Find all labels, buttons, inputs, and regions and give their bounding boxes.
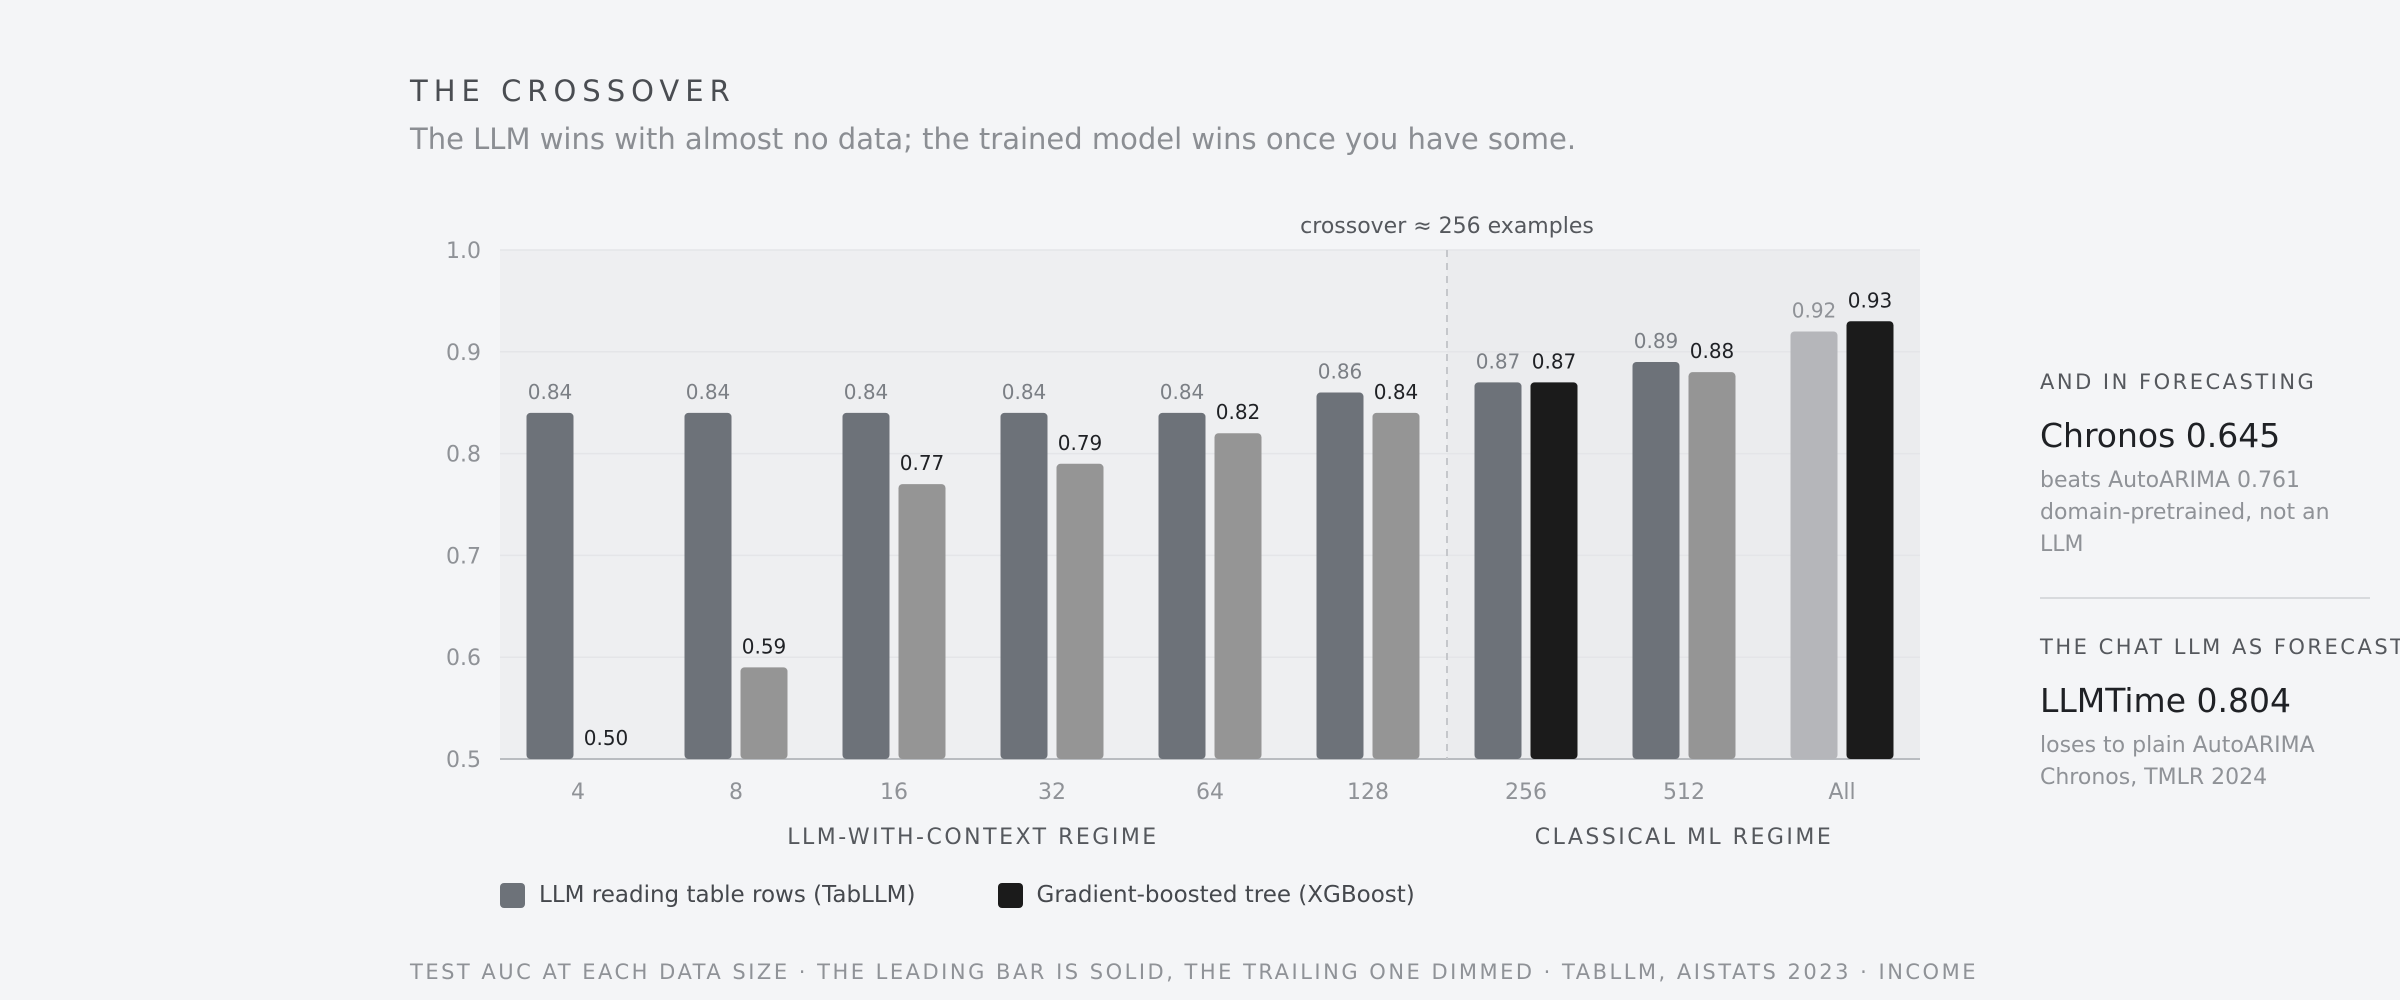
data-label-xgb: 0.87 [1532,349,1577,373]
bar-llm [1474,382,1522,759]
x-tick-label: 128 [1347,780,1389,805]
chat-llm-note-2: Chronos, TMLR 2024 [2040,765,2268,790]
y-tick-label: 0.6 [446,646,481,671]
x-tick-label: 512 [1663,780,1705,805]
region-llm-background [500,250,1447,759]
bar-xgb [898,484,946,759]
data-label-llm: 0.89 [1634,329,1679,353]
y-tick-label: 1.0 [446,239,481,264]
bar-xgb [1846,321,1894,759]
data-label-xgb: 0.79 [1058,431,1103,455]
chart-subtitle: The LLM wins with almost no data; the tr… [410,122,1577,156]
x-tick-label: 8 [729,780,743,805]
x-tick-label: 16 [880,780,908,805]
chat-llm-value: LLMTime 0.804 [2040,681,2291,720]
legend-label-xgb: Gradient-boosted tree (XGBoost) [1036,882,1415,908]
bar-llm [526,412,574,759]
data-label-llm: 0.86 [1318,360,1363,384]
y-tick-label: 0.5 [446,748,481,773]
bar-llm [684,412,732,759]
x-tick-label: 256 [1505,780,1547,805]
chat-llm-note-1: loses to plain AutoARIMA [2040,733,2315,758]
y-tick-label: 0.9 [446,341,481,366]
legend-label-llm: LLM reading table rows (TabLLM) [539,882,916,908]
chart-footer: TEST AUC AT EACH DATA SIZE · THE LEADING… [410,960,1978,984]
bar-llm [842,412,890,759]
data-label-llm: 0.84 [686,380,731,404]
data-label-llm: 0.84 [1160,380,1205,404]
data-label-xgb: 0.84 [1374,380,1419,404]
chart-header: THE CROSSOVER The LLM wins with almost n… [410,74,1576,156]
crossover-annotation: crossover ≈ 256 examples [1300,214,1594,239]
data-label-llm: 0.84 [528,380,573,404]
x-tick-label: All [1828,780,1855,805]
data-label-xgb: 0.88 [1690,339,1735,363]
forecasting-value: Chronos 0.645 [2040,416,2281,455]
x-tick-label: 32 [1038,780,1066,805]
data-label-llm: 0.84 [844,380,889,404]
bar-llm [1158,412,1206,759]
legend-swatch-llm [500,882,525,908]
y-tick-label: 0.7 [446,544,481,569]
chart-title: THE CROSSOVER [410,74,736,108]
data-label-xgb: 0.93 [1848,288,1893,312]
data-label-xgb: 0.82 [1216,400,1261,424]
legend-item-llm: LLM reading table rows (TabLLM) [500,882,916,908]
y-tick-label: 0.8 [446,443,481,468]
data-label-xgb: 0.59 [742,634,787,658]
sidebar-divider [2040,597,2370,599]
chart-legend: LLM reading table rows (TabLLM) Gradient… [500,882,1415,908]
data-label-llm: 0.92 [1792,298,1837,322]
region-ml-background [1447,250,1920,759]
data-label-xgb: 0.50 [584,726,629,750]
data-label-llm: 0.87 [1476,349,1521,373]
data-label-llm: 0.84 [1002,380,1047,404]
bar-chart: 1.0 0.9 0.8 0.7 0.6 0.5 crossover ≈ 256 exampl… [446,214,1920,850]
x-tick-label: 4 [571,780,585,805]
forecasting-note-1: beats AutoARIMA 0.761 [2040,468,2300,493]
bar-xgb [1372,412,1420,759]
bar-llm [1000,412,1048,759]
forecasting-note-2: domain-pretrained, not an LLM [2040,500,2330,557]
bar-xgb [1056,463,1104,759]
bar-xgb [1530,382,1578,759]
sidebar: AND IN FORECASTING Chronos 0.645 beats A… [2040,370,2400,794]
bar-xgb [740,667,788,759]
region-label-ml: CLASSICAL ML REGIME [1535,825,1834,850]
bar-llm [1316,392,1364,759]
bar-xgb [1214,433,1262,759]
legend-swatch-xgb [997,882,1023,908]
bar-llm [1790,331,1838,759]
legend-item-xgb: Gradient-boosted tree (XGBoost) [997,882,1415,908]
chat-llm-heading: THE CHAT LLM AS FORECASTER [2040,635,2400,659]
x-tick-label: 64 [1196,780,1224,805]
bar-llm [1632,361,1680,759]
data-label-xgb: 0.77 [900,451,945,475]
bar-xgb [1688,372,1736,759]
forecasting-heading: AND IN FORECASTING [2040,370,2317,394]
region-label-llm: LLM-WITH-CONTEXT REGIME [787,825,1158,850]
